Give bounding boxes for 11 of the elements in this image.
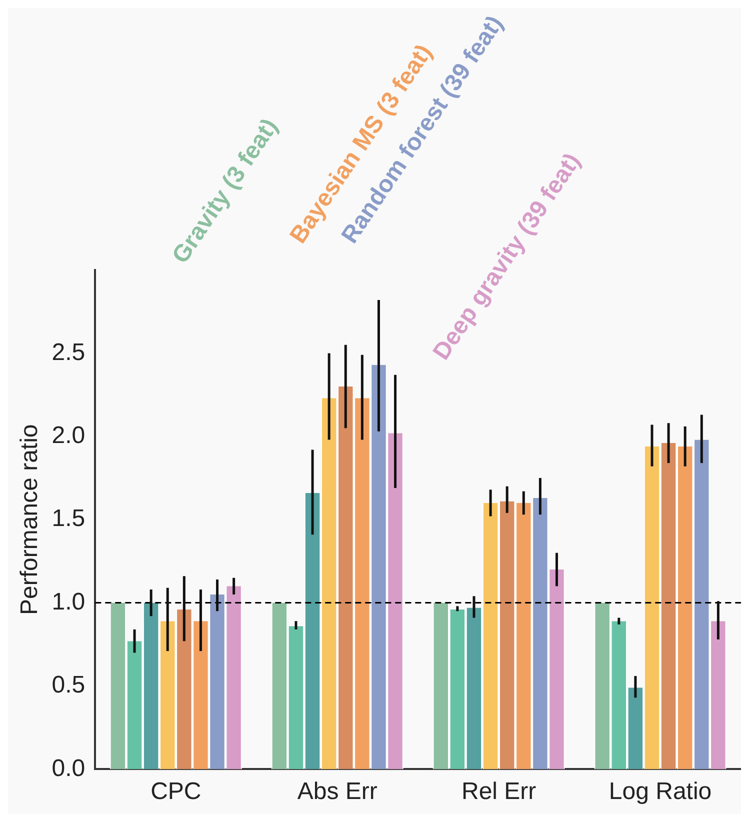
y-tick-label: 1.0 xyxy=(52,588,86,616)
y-tick-label: 1.5 xyxy=(52,505,86,532)
y-tick-label: 2.5 xyxy=(52,338,86,366)
y-tick-label: 2.0 xyxy=(52,422,86,450)
y-tick-label: 0.5 xyxy=(52,672,86,699)
x-tick-label: Abs Err xyxy=(297,778,378,806)
x-tick-label: Log Ratio xyxy=(608,778,712,806)
y-axis-title: Performance ratio xyxy=(16,424,44,615)
x-tick-label: Rel Err xyxy=(461,778,536,806)
y-tick-label: 0.0 xyxy=(52,754,86,782)
x-tick-label: CPC xyxy=(150,778,202,806)
